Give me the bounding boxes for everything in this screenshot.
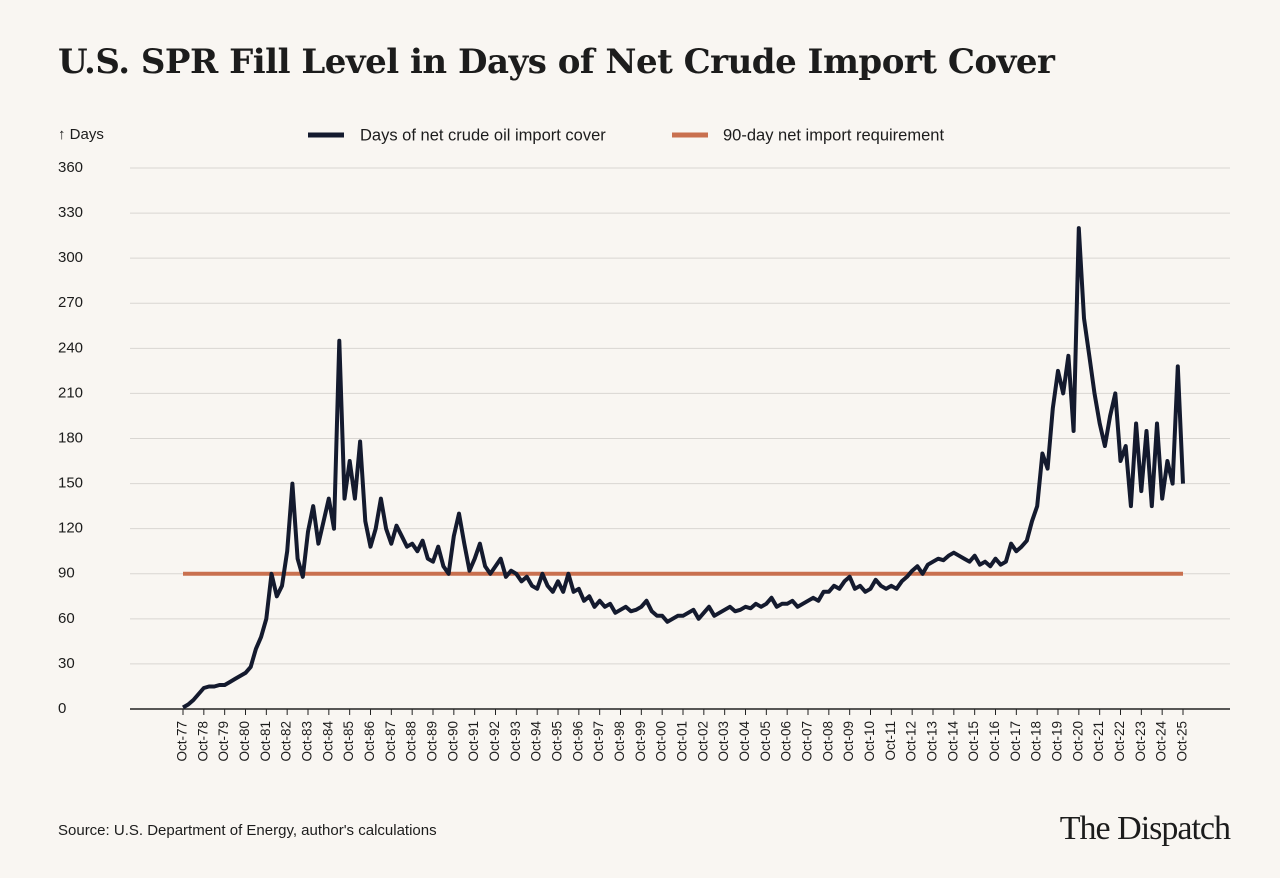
x-tick-label: Oct-83 — [300, 721, 315, 762]
x-tick-label: Oct-20 — [1070, 721, 1085, 762]
x-tick-label: Oct-08 — [820, 721, 835, 762]
x-tick-label: Oct-87 — [383, 721, 398, 762]
x-tick-label: Oct-77 — [175, 721, 190, 762]
x-tick-label: Oct-96 — [570, 721, 585, 762]
x-tick-label: Oct-97 — [591, 721, 606, 762]
x-tick-label: Oct-99 — [633, 721, 648, 762]
y-tick-label: 150 — [58, 475, 83, 492]
x-tick-label: Oct-24 — [1154, 721, 1169, 762]
y-tick-label: 90 — [58, 565, 75, 582]
x-tick-label: Oct-05 — [758, 721, 773, 762]
x-tick-label: Oct-84 — [320, 721, 335, 762]
x-tick-label: Oct-13 — [925, 721, 940, 762]
x-tick-label: Oct-16 — [987, 721, 1002, 762]
x-tick-label: Oct-92 — [487, 721, 502, 762]
x-tick-label: Oct-98 — [612, 721, 627, 762]
x-tick-label: Oct-94 — [529, 721, 544, 762]
x-tick-label: Oct-04 — [737, 721, 752, 762]
y-tick-label: 360 — [58, 159, 83, 176]
y-tick-label: 0 — [58, 700, 66, 717]
y-tick-label: 60 — [58, 610, 75, 627]
x-tick-label: Oct-95 — [550, 721, 565, 762]
y-axis-label: ↑ Days — [58, 126, 104, 143]
x-tick-label: Oct-89 — [425, 721, 440, 762]
x-tick-label: Oct-17 — [1008, 721, 1023, 762]
legend-label: Days of net crude oil import cover — [360, 126, 606, 144]
x-tick-label: Oct-19 — [1050, 721, 1065, 762]
x-tick-label: Oct-91 — [466, 721, 481, 762]
x-tick-label: Oct-15 — [966, 721, 981, 762]
y-tick-label: 210 — [58, 384, 83, 401]
x-tick-label: Oct-85 — [341, 721, 356, 762]
x-tick-label: Oct-18 — [1029, 721, 1044, 762]
y-tick-label: 330 — [58, 204, 83, 221]
x-tick-label: Oct-09 — [841, 721, 856, 762]
x-tick-label: Oct-07 — [800, 721, 815, 762]
data-line — [182, 226, 1185, 710]
x-tick-label: Oct-78 — [195, 721, 210, 762]
legend-label: 90-day net import requirement — [723, 126, 944, 144]
x-tick-label: Oct-88 — [404, 721, 419, 762]
x-tick-label: Oct-79 — [216, 721, 231, 762]
chart-title: U.S. SPR Fill Level in Days of Net Crude… — [58, 42, 1056, 82]
y-tick-label: 180 — [58, 429, 83, 446]
y-tick-label: 120 — [58, 520, 83, 537]
y-tick-label: 30 — [58, 655, 75, 672]
x-tick-label: Oct-86 — [362, 721, 377, 762]
x-tick-label: Oct-02 — [695, 721, 710, 762]
y-tick-label: 300 — [58, 249, 83, 266]
x-tick-label: Oct-93 — [508, 721, 523, 762]
y-tick-label: 240 — [58, 339, 83, 356]
x-tick-label: Oct-12 — [904, 721, 919, 762]
brand-logo: The Dispatch — [1060, 810, 1231, 847]
x-tick-label: Oct-81 — [258, 721, 273, 762]
x-tick-label: Oct-22 — [1112, 721, 1127, 762]
x-tick-label: Oct-06 — [779, 721, 794, 762]
x-tick-label: Oct-90 — [445, 721, 460, 762]
x-tick-label: Oct-03 — [716, 721, 731, 762]
x-tick-label: Oct-80 — [237, 721, 252, 762]
x-tick-label: Oct-82 — [279, 721, 294, 762]
x-tick-label: Oct-10 — [862, 721, 877, 762]
x-tick-label: Oct-23 — [1133, 721, 1148, 762]
x-tick-label: Oct-14 — [945, 721, 960, 762]
x-tick-label: Oct-21 — [1091, 721, 1106, 762]
x-tick-label: Oct-01 — [675, 721, 690, 762]
x-tick-label: Oct-25 — [1175, 721, 1190, 762]
x-tick-label: Oct-11 — [883, 721, 898, 761]
y-tick-label: 270 — [58, 294, 83, 311]
source-note: Source: U.S. Department of Energy, autho… — [58, 822, 437, 839]
x-tick-label: Oct-00 — [654, 721, 669, 762]
